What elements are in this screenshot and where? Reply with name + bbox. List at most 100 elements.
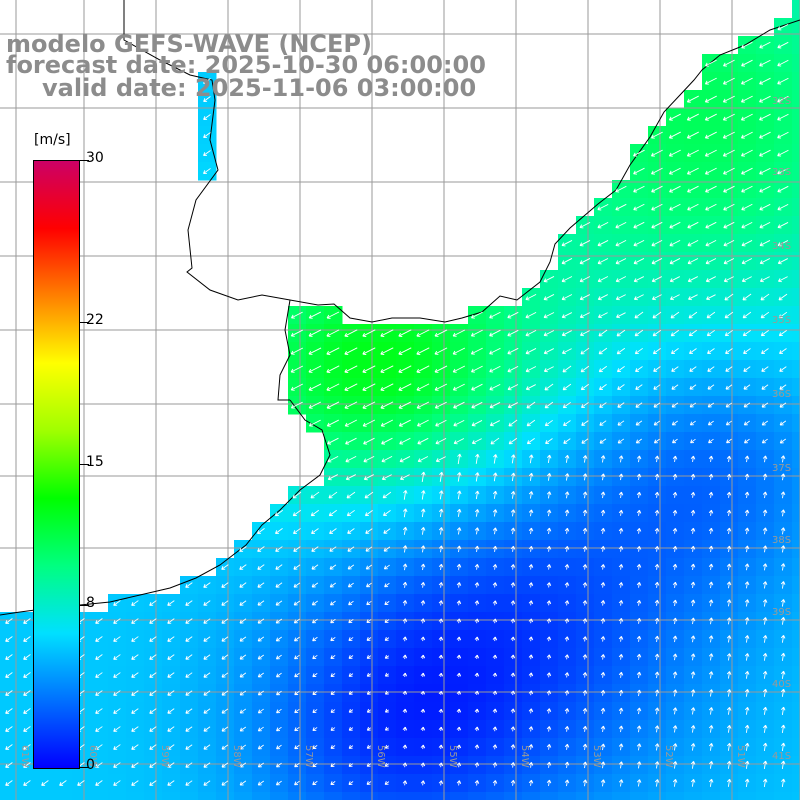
wind-arrow [5, 690, 13, 696]
wind-arrow [528, 708, 534, 714]
wind-arrow [726, 527, 732, 534]
wind-arrow [707, 402, 715, 408]
wind-arrow [600, 618, 606, 624]
wind-arrow [420, 708, 426, 713]
wind-arrow [292, 509, 302, 517]
wind-arrow [348, 781, 354, 785]
wind-arrow [672, 761, 678, 769]
wind-speed-cell [792, 684, 800, 703]
wind-arrow [434, 401, 447, 409]
title-model: modelo GEFS-WAVE (NCEP) [6, 30, 372, 58]
wind-speed-cell [792, 72, 800, 91]
wind-arrow [275, 654, 282, 660]
wind-arrow [654, 473, 660, 480]
wind-arrow [672, 689, 678, 697]
wind-arrow [239, 762, 247, 768]
wind-arrow [362, 365, 376, 373]
wind-arrow [95, 690, 103, 696]
wind-speed-cell [666, 792, 685, 800]
wind-arrow [741, 221, 753, 229]
wind-arrow [438, 508, 444, 517]
wind-arrow [5, 780, 13, 786]
wind-arrow [312, 709, 318, 714]
wind-arrow [257, 636, 265, 642]
wind-arrow [780, 688, 786, 697]
wind-arrow [185, 744, 193, 750]
wind-arrow [672, 725, 678, 733]
wind-arrow [348, 763, 354, 767]
wind-arrow [600, 527, 606, 534]
wind-arrow [687, 276, 698, 283]
wind-arrow [492, 618, 498, 624]
wind-arrow [543, 294, 555, 301]
wind-arrow [744, 545, 750, 553]
colorbar-tick-label: 22 [86, 311, 104, 328]
wind-arrow [654, 653, 660, 661]
wind-arrow [543, 312, 555, 319]
wind-arrow [403, 490, 408, 500]
wind-arrow [546, 708, 552, 714]
wind-arrow [326, 311, 340, 319]
wind-arrow [759, 221, 771, 229]
wind-arrow [290, 401, 303, 409]
wind-arrow [582, 761, 588, 769]
wind-arrow [510, 618, 516, 624]
wind-arrow [510, 636, 516, 642]
wind-arrow [399, 437, 411, 445]
wind-arrow [290, 329, 303, 337]
wind-arrow [203, 636, 211, 642]
wind-arrow [546, 454, 552, 464]
wind-arrow [759, 276, 770, 283]
wind-arrow [507, 347, 519, 355]
wind-arrow [759, 95, 771, 103]
wind-arrow [420, 581, 426, 588]
wind-arrow [561, 258, 573, 265]
wind-arrow [708, 527, 714, 534]
wind-arrow [366, 619, 372, 624]
wind-arrow [618, 653, 624, 660]
wind-speed-cell [792, 756, 800, 775]
wind-arrow [507, 402, 518, 409]
wind-arrow [203, 600, 211, 606]
wind-arrow [5, 672, 13, 678]
wind-arrow [420, 563, 426, 571]
wind-arrow [438, 563, 444, 570]
wind-speed-cell [792, 378, 800, 397]
wind-arrow [239, 618, 247, 624]
wind-arrow [398, 419, 411, 427]
wind-arrow [403, 508, 408, 518]
wind-arrow [5, 744, 13, 750]
wind-arrow [308, 383, 322, 391]
wind-arrow [635, 384, 643, 390]
wind-arrow [564, 564, 570, 570]
wind-arrow [725, 366, 733, 372]
wind-arrow [366, 600, 372, 606]
wind-arrow [474, 564, 480, 570]
wind-arrow [672, 599, 678, 607]
wind-arrow [185, 636, 193, 642]
wind-arrow [725, 348, 733, 354]
wind-arrow [23, 690, 31, 696]
wind-speed-cell [792, 0, 800, 19]
wind-speed-cell [774, 792, 793, 800]
wind-arrow [598, 347, 608, 355]
wind-arrow [492, 527, 498, 535]
wind-arrow [149, 780, 157, 786]
wind-arrow [362, 329, 376, 337]
wind-arrow [5, 762, 13, 768]
wind-arrow [290, 365, 304, 373]
wind-arrow [95, 726, 103, 732]
wind-arrow [384, 762, 390, 767]
wind-arrow [510, 654, 516, 660]
wind-arrow [564, 454, 570, 463]
wind-arrow [651, 239, 663, 247]
wind-arrow [780, 706, 786, 715]
latitude-label: 34S [772, 241, 791, 252]
wind-arrow [330, 618, 336, 624]
wind-arrow [600, 509, 606, 516]
wind-speed-cell [162, 792, 181, 800]
wind-arrow [741, 77, 753, 85]
wind-arrow [185, 672, 193, 678]
wind-arrow [510, 472, 516, 482]
wind-arrow [381, 437, 393, 445]
